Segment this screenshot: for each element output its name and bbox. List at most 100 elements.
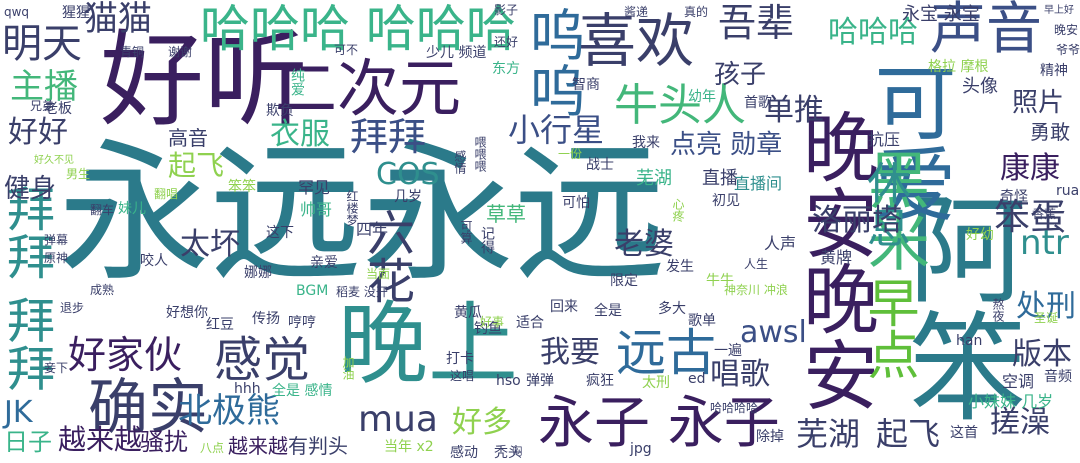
word: 发生 bbox=[666, 259, 694, 275]
word: 钓鱼 bbox=[474, 321, 502, 337]
word: 好久不见 bbox=[34, 155, 74, 166]
word: 首歌 bbox=[744, 95, 772, 111]
word: 猩猩 bbox=[62, 5, 90, 21]
word: 可算 bbox=[459, 220, 473, 244]
word: 翻唱 bbox=[154, 187, 179, 201]
word: 太坏 bbox=[180, 227, 240, 262]
word: 闷 bbox=[510, 446, 521, 456]
word: 熬夜 bbox=[991, 298, 1005, 322]
word: 牛头人 bbox=[614, 80, 746, 131]
word: 香蕉 bbox=[1032, 207, 1057, 221]
word: 永宝 永宝 bbox=[902, 4, 980, 25]
word: 原神 bbox=[44, 251, 69, 265]
word: 六花 bbox=[358, 208, 414, 304]
word: 直播间 bbox=[734, 174, 783, 193]
word: JK bbox=[4, 395, 33, 430]
word: 弹弹 bbox=[526, 373, 554, 389]
word: 好事 bbox=[480, 315, 505, 329]
word: 有判头 bbox=[288, 434, 348, 458]
word: 稻麦 没开 bbox=[336, 285, 388, 299]
word: 一份 bbox=[558, 147, 583, 161]
word: 越来越 bbox=[58, 423, 143, 456]
word: 回来 bbox=[550, 299, 578, 315]
word: 谢谢 bbox=[168, 45, 193, 59]
word: 笨蛋 bbox=[994, 197, 1067, 238]
word: 音频 bbox=[1044, 369, 1072, 385]
word: 歌单 bbox=[688, 313, 716, 329]
word: 直播 bbox=[702, 168, 738, 189]
word: 呜呜 bbox=[520, 6, 585, 118]
word: 早上好 bbox=[1044, 5, 1074, 16]
word: 高音 bbox=[168, 126, 208, 150]
word: 影子 bbox=[494, 3, 519, 17]
word: rua bbox=[1056, 183, 1080, 199]
word: 红楼梦 bbox=[345, 190, 359, 226]
word: 起飞 bbox=[876, 415, 941, 453]
word: 点亮 勋章 bbox=[670, 130, 783, 160]
word: 黑米 bbox=[857, 148, 930, 272]
word: 妾下 bbox=[44, 361, 69, 375]
word: 猫猫 bbox=[84, 0, 152, 39]
word: 勇敢 bbox=[1030, 120, 1070, 144]
word: 芜湖 bbox=[636, 168, 672, 189]
word: 可怕 bbox=[562, 195, 590, 211]
word: 翻车 bbox=[90, 203, 115, 217]
word: 好听 bbox=[100, 19, 309, 141]
word: 罕见 bbox=[298, 178, 331, 197]
word: 可不 bbox=[334, 43, 359, 57]
word: 哈哈哈哈 bbox=[710, 401, 759, 415]
word: 拜拜 拜拜 bbox=[0, 184, 54, 392]
word: 日子 bbox=[4, 428, 52, 456]
word: 芜湖 bbox=[796, 415, 861, 453]
word: 照片 bbox=[1012, 88, 1065, 118]
word: 黄牌 bbox=[820, 248, 853, 267]
word: 孩子 bbox=[714, 60, 767, 90]
word: 哼哼 bbox=[288, 315, 316, 331]
word: 小妹妹 几岁 bbox=[968, 392, 1054, 411]
word: hhh bbox=[234, 381, 261, 397]
word: 智商 bbox=[572, 77, 600, 93]
word: 起飞 bbox=[168, 149, 225, 182]
word: awsl bbox=[740, 315, 807, 350]
word: 黄瓜 bbox=[454, 305, 482, 321]
word: 晚安 bbox=[1054, 23, 1079, 37]
word: 头像 bbox=[962, 76, 998, 97]
word: 当面 bbox=[366, 267, 391, 281]
word: 全是 bbox=[594, 303, 622, 319]
word: 哈哈哈 bbox=[828, 15, 918, 50]
word: 真的 bbox=[684, 5, 709, 19]
word: 确实 bbox=[88, 373, 208, 443]
word: 晚安晚安 bbox=[790, 108, 879, 412]
word: 精神 bbox=[1040, 63, 1068, 79]
word: 少儿 频道 bbox=[426, 45, 487, 61]
word: 圣诞 bbox=[1034, 311, 1059, 325]
word: 还好 bbox=[494, 35, 519, 49]
word: 初见 bbox=[712, 193, 740, 209]
word: 几岁 bbox=[394, 189, 422, 205]
word: 喜欢 bbox=[578, 7, 695, 75]
word: 哈哈哈 哈哈哈 bbox=[200, 0, 516, 58]
word: 爷爷 bbox=[1056, 43, 1080, 57]
word: 感情 bbox=[453, 150, 467, 174]
word: 北极熊 bbox=[178, 391, 280, 431]
word: 传扬 bbox=[252, 311, 280, 327]
word: 我要 bbox=[540, 335, 600, 370]
word: 人声 bbox=[764, 234, 797, 253]
word: 休息 bbox=[859, 160, 910, 248]
word: 好家伙 bbox=[68, 333, 183, 377]
word: 一遍 bbox=[714, 343, 742, 359]
word: 这首 bbox=[950, 425, 978, 441]
word: 妹儿 bbox=[118, 201, 146, 217]
word: 除掉 bbox=[756, 429, 784, 445]
word: 永子 永子 bbox=[538, 391, 780, 456]
word: 亲爱 bbox=[310, 255, 338, 271]
word: 奇怪 bbox=[1000, 189, 1028, 205]
word: 感觉 bbox=[214, 332, 311, 388]
word: 好好 bbox=[8, 115, 68, 150]
word: 太刑 bbox=[642, 375, 670, 391]
word: 适合 bbox=[516, 315, 544, 331]
word: 打卡 bbox=[446, 351, 474, 367]
word: 加油 bbox=[341, 356, 355, 380]
word: 空调 bbox=[1002, 372, 1035, 391]
word: 健身 bbox=[4, 174, 57, 204]
